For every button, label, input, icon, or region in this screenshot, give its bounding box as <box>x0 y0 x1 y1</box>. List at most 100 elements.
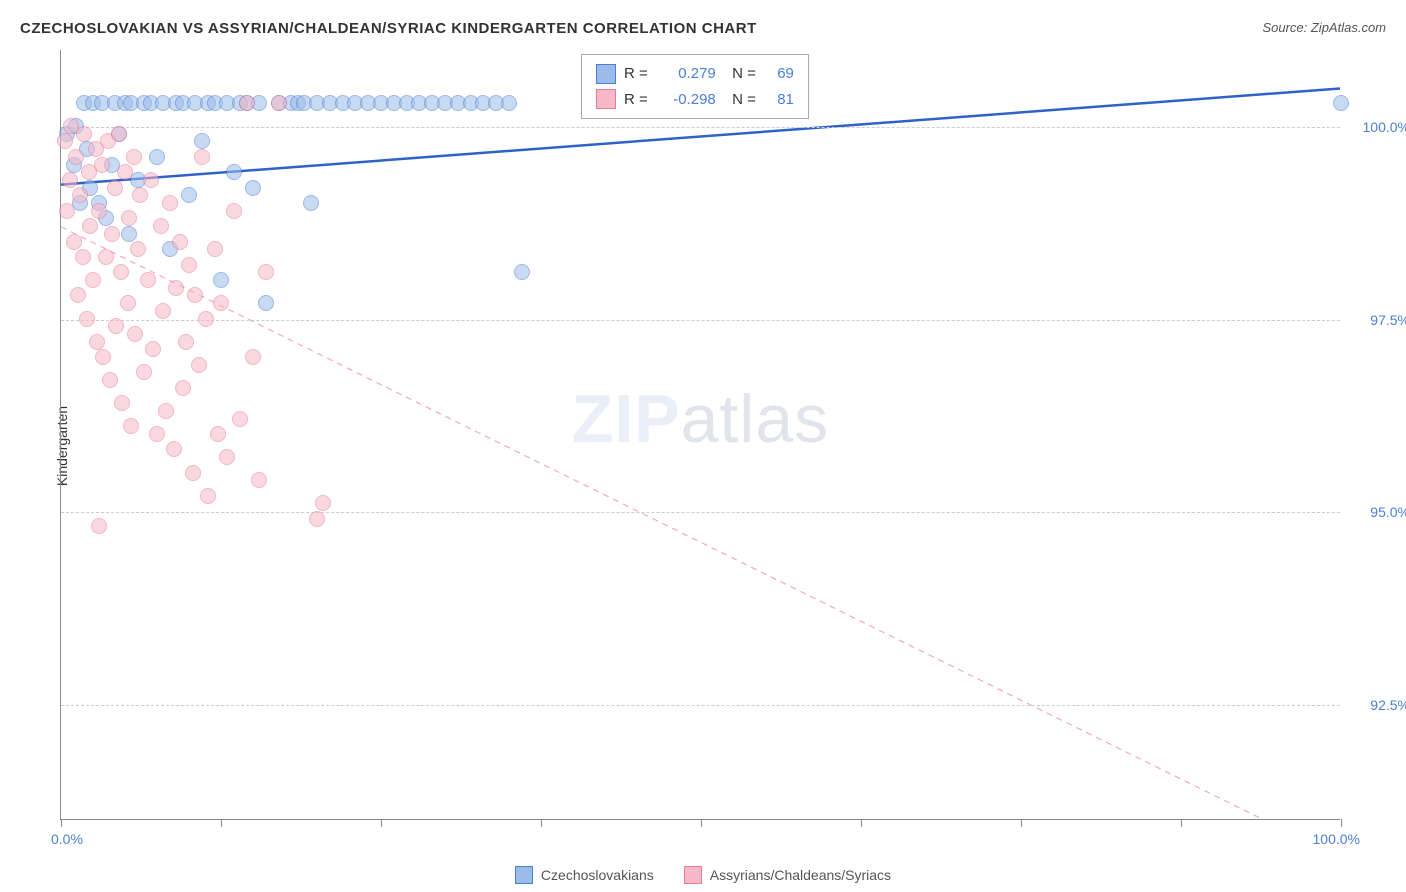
stat-r-value: 0.279 <box>656 61 716 87</box>
gridline <box>61 320 1340 321</box>
data-point <box>72 187 88 203</box>
data-point <box>136 364 152 380</box>
stat-n-label: N = <box>724 61 756 87</box>
data-point <box>251 472 267 488</box>
x-tick <box>541 819 542 827</box>
legend-item: Czechoslovakians <box>515 866 654 884</box>
y-tick-label: 97.5% <box>1370 312 1406 328</box>
plot-area: ZIPatlas R = 0.279 N = 69R =-0.298 N =81 0… <box>60 50 1340 820</box>
series-swatch <box>596 64 616 84</box>
x-tick <box>61 819 62 827</box>
x-axis-max-label: 100.0% <box>1313 831 1360 847</box>
data-point <box>239 95 255 111</box>
data-point <box>94 157 110 173</box>
y-tick-label: 92.5% <box>1370 697 1406 713</box>
legend-label: Assyrians/Chaldeans/Syriacs <box>710 867 891 883</box>
data-point <box>89 334 105 350</box>
data-point <box>245 349 261 365</box>
data-point <box>207 241 223 257</box>
data-point <box>117 164 133 180</box>
source-attribution: Source: ZipAtlas.com <box>1262 20 1386 35</box>
data-point <box>62 172 78 188</box>
data-point <box>75 249 91 265</box>
legend-swatch <box>684 866 702 884</box>
chart-container: CZECHOSLOVAKIAN VS ASSYRIAN/CHALDEAN/SYR… <box>0 0 1406 892</box>
x-tick <box>221 819 222 827</box>
stat-r-label: R = <box>624 61 648 87</box>
data-point <box>76 126 92 142</box>
watermark: ZIPatlas <box>572 380 829 458</box>
data-point <box>130 241 146 257</box>
data-point <box>213 295 229 311</box>
data-point <box>172 234 188 250</box>
data-point <box>121 226 137 242</box>
data-point <box>91 518 107 534</box>
data-point <box>132 187 148 203</box>
y-tick-label: 95.0% <box>1370 504 1406 520</box>
data-point <box>107 180 123 196</box>
data-point <box>59 203 75 219</box>
series-swatch <box>596 89 616 109</box>
gridline <box>61 705 1340 706</box>
data-point <box>315 495 331 511</box>
data-point <box>143 172 159 188</box>
data-point <box>258 295 274 311</box>
data-point <box>168 280 184 296</box>
data-point <box>232 411 248 427</box>
data-point <box>91 203 107 219</box>
stat-row: R =-0.298 N =81 <box>596 87 794 113</box>
data-point <box>102 372 118 388</box>
data-point <box>514 264 530 280</box>
data-point <box>126 149 142 165</box>
data-point <box>140 272 156 288</box>
stat-row: R = 0.279 N = 69 <box>596 61 794 87</box>
data-point <box>191 357 207 373</box>
x-tick <box>1021 819 1022 827</box>
data-point <box>219 449 235 465</box>
data-point <box>162 195 178 211</box>
stat-n-value: 69 <box>764 61 794 87</box>
x-tick <box>861 819 862 827</box>
data-point <box>158 403 174 419</box>
gridline <box>61 512 1340 513</box>
y-tick-label: 100.0% <box>1363 119 1406 135</box>
data-point <box>1333 95 1349 111</box>
x-tick <box>1181 819 1182 827</box>
gridline <box>61 127 1340 128</box>
x-axis-min-label: 0.0% <box>51 831 83 847</box>
data-point <box>98 249 114 265</box>
data-point <box>226 164 242 180</box>
data-point <box>258 264 274 280</box>
legend-swatch <box>515 866 533 884</box>
x-tick <box>381 819 382 827</box>
legend: Czechoslovakians Assyrians/Chaldeans/Syri… <box>0 866 1406 884</box>
stat-n-label: N = <box>724 87 756 113</box>
data-point <box>120 295 136 311</box>
data-point <box>226 203 242 219</box>
data-point <box>79 311 95 327</box>
data-point <box>127 326 143 342</box>
stats-box: R = 0.279 N = 69R =-0.298 N =81 <box>581 54 809 119</box>
data-point <box>114 395 130 411</box>
data-point <box>66 234 82 250</box>
data-point <box>213 272 229 288</box>
data-point <box>181 257 197 273</box>
data-point <box>194 149 210 165</box>
data-point <box>198 311 214 327</box>
data-point <box>82 218 98 234</box>
data-point <box>245 180 261 196</box>
trend-line <box>61 227 1340 819</box>
data-point <box>121 210 137 226</box>
data-point <box>113 264 129 280</box>
data-point <box>123 418 139 434</box>
data-point <box>108 318 124 334</box>
data-point <box>70 287 86 303</box>
data-point <box>85 272 101 288</box>
data-point <box>145 341 161 357</box>
legend-item: Assyrians/Chaldeans/Syriacs <box>684 866 891 884</box>
data-point <box>303 195 319 211</box>
data-point <box>181 187 197 203</box>
data-point <box>68 149 84 165</box>
x-tick <box>701 819 702 827</box>
data-point <box>271 95 287 111</box>
